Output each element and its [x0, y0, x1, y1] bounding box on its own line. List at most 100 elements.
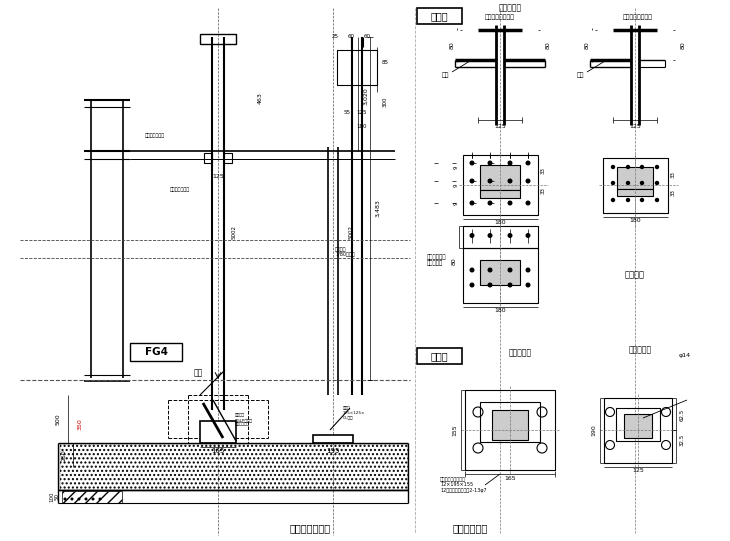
- Bar: [617, 167, 653, 189]
- Bar: [463, 247, 537, 302]
- Bar: [337, 50, 377, 85]
- Text: 80: 80: [452, 258, 457, 265]
- Text: ＧＬ: ＧＬ: [193, 368, 203, 378]
- Text: 5002: 5002: [231, 225, 237, 239]
- Circle shape: [488, 201, 493, 206]
- Text: 33: 33: [541, 167, 546, 174]
- Circle shape: [655, 165, 659, 169]
- Text: 125: 125: [494, 124, 506, 129]
- Text: 165: 165: [504, 476, 516, 480]
- Text: 水勾配合地上端: 水勾配合地上端: [170, 188, 190, 193]
- Circle shape: [488, 267, 493, 273]
- Circle shape: [507, 201, 512, 206]
- Text: 柱頭部: 柱頭部: [430, 11, 447, 21]
- Text: 180: 180: [357, 124, 367, 129]
- Text: 125: 125: [632, 468, 644, 473]
- Text: 100: 100: [50, 492, 55, 502]
- Text: 支柱位置調整
内側でとる: 支柱位置調整 内側でとる: [427, 254, 447, 266]
- Circle shape: [469, 282, 474, 287]
- Circle shape: [611, 181, 615, 185]
- Text: 165: 165: [211, 448, 225, 454]
- Circle shape: [488, 179, 493, 183]
- Text: 柱脚部: 柱脚部: [430, 351, 447, 361]
- Text: 155: 155: [453, 424, 458, 436]
- Bar: [62, 491, 122, 503]
- Circle shape: [64, 498, 66, 500]
- Bar: [313, 435, 353, 443]
- Bar: [200, 421, 236, 443]
- Bar: [200, 34, 236, 44]
- Circle shape: [77, 498, 80, 500]
- Text: 195: 195: [326, 448, 339, 454]
- Text: 50: 50: [55, 493, 60, 500]
- Circle shape: [526, 267, 531, 273]
- Text: 62.5: 62.5: [680, 409, 685, 421]
- Circle shape: [626, 181, 630, 185]
- Text: 水勾配方
1/80勾配目: 水勾配方 1/80勾配目: [335, 247, 355, 258]
- Text: 5002: 5002: [348, 225, 353, 239]
- Text: 350: 350: [77, 418, 82, 430]
- Text: 33: 33: [671, 171, 676, 179]
- Text: 9: 9: [454, 201, 459, 204]
- Circle shape: [626, 165, 630, 169]
- Bar: [617, 189, 653, 196]
- Text: 柱脚上面図: 柱脚上面図: [508, 348, 531, 358]
- Circle shape: [488, 161, 493, 166]
- Text: 溶接: 溶接: [576, 72, 584, 78]
- Text: 85: 85: [382, 60, 388, 64]
- Text: 463: 463: [258, 93, 263, 104]
- Text: 3,020: 3,020: [364, 87, 369, 105]
- Text: 500: 500: [55, 413, 61, 425]
- Text: 9: 9: [454, 183, 459, 187]
- Text: 180: 180: [494, 221, 506, 226]
- Circle shape: [611, 165, 615, 169]
- Text: このタイプを１個: このタイプを１個: [623, 14, 653, 20]
- Text: FG4: FG4: [145, 347, 167, 357]
- Bar: [60, 444, 408, 490]
- Text: 33: 33: [671, 189, 676, 196]
- Bar: [224, 153, 232, 163]
- Text: φ14: φ14: [679, 353, 691, 359]
- Text: 80: 80: [450, 41, 455, 49]
- Circle shape: [469, 161, 474, 166]
- Bar: [463, 155, 537, 215]
- Circle shape: [488, 233, 493, 238]
- Circle shape: [526, 233, 531, 238]
- Text: 溶接: 溶接: [441, 72, 449, 78]
- Circle shape: [507, 282, 512, 287]
- Text: 250: 250: [61, 449, 66, 461]
- Circle shape: [639, 198, 644, 202]
- Circle shape: [611, 198, 615, 202]
- Circle shape: [526, 161, 531, 166]
- Bar: [616, 408, 660, 441]
- Bar: [480, 165, 520, 190]
- Circle shape: [626, 198, 630, 202]
- Text: 180: 180: [494, 308, 506, 313]
- Circle shape: [469, 233, 474, 238]
- Bar: [463, 226, 537, 247]
- Text: 60: 60: [364, 35, 371, 39]
- Circle shape: [488, 282, 493, 287]
- Circle shape: [655, 181, 659, 185]
- Circle shape: [99, 498, 101, 500]
- Circle shape: [639, 181, 644, 185]
- Circle shape: [469, 179, 474, 183]
- Circle shape: [655, 198, 659, 202]
- Text: 9: 9: [454, 165, 459, 169]
- Circle shape: [469, 201, 474, 206]
- Text: 柱頭側面図: 柱頭側面図: [499, 3, 521, 12]
- Bar: [604, 398, 672, 463]
- Bar: [480, 402, 540, 442]
- Text: 柱頭上面図: 柱頭上面図: [629, 346, 652, 354]
- Bar: [465, 390, 555, 470]
- Text: 25: 25: [331, 35, 339, 39]
- Text: 3,483: 3,483: [375, 200, 380, 217]
- Text: 300: 300: [383, 97, 388, 107]
- Circle shape: [526, 179, 531, 183]
- Text: 縮尺＝１／５: 縮尺＝１／５: [453, 523, 488, 533]
- Bar: [492, 410, 528, 440]
- Text: 55: 55: [344, 109, 350, 115]
- Circle shape: [71, 498, 74, 500]
- Text: 鉄骨ベースプレート
12×195×155
12アンカーボルト・2-13φ7: 鉄骨ベースプレート 12×195×155 12アンカーボルト・2-13φ7: [440, 477, 487, 493]
- Text: 125: 125: [629, 124, 641, 129]
